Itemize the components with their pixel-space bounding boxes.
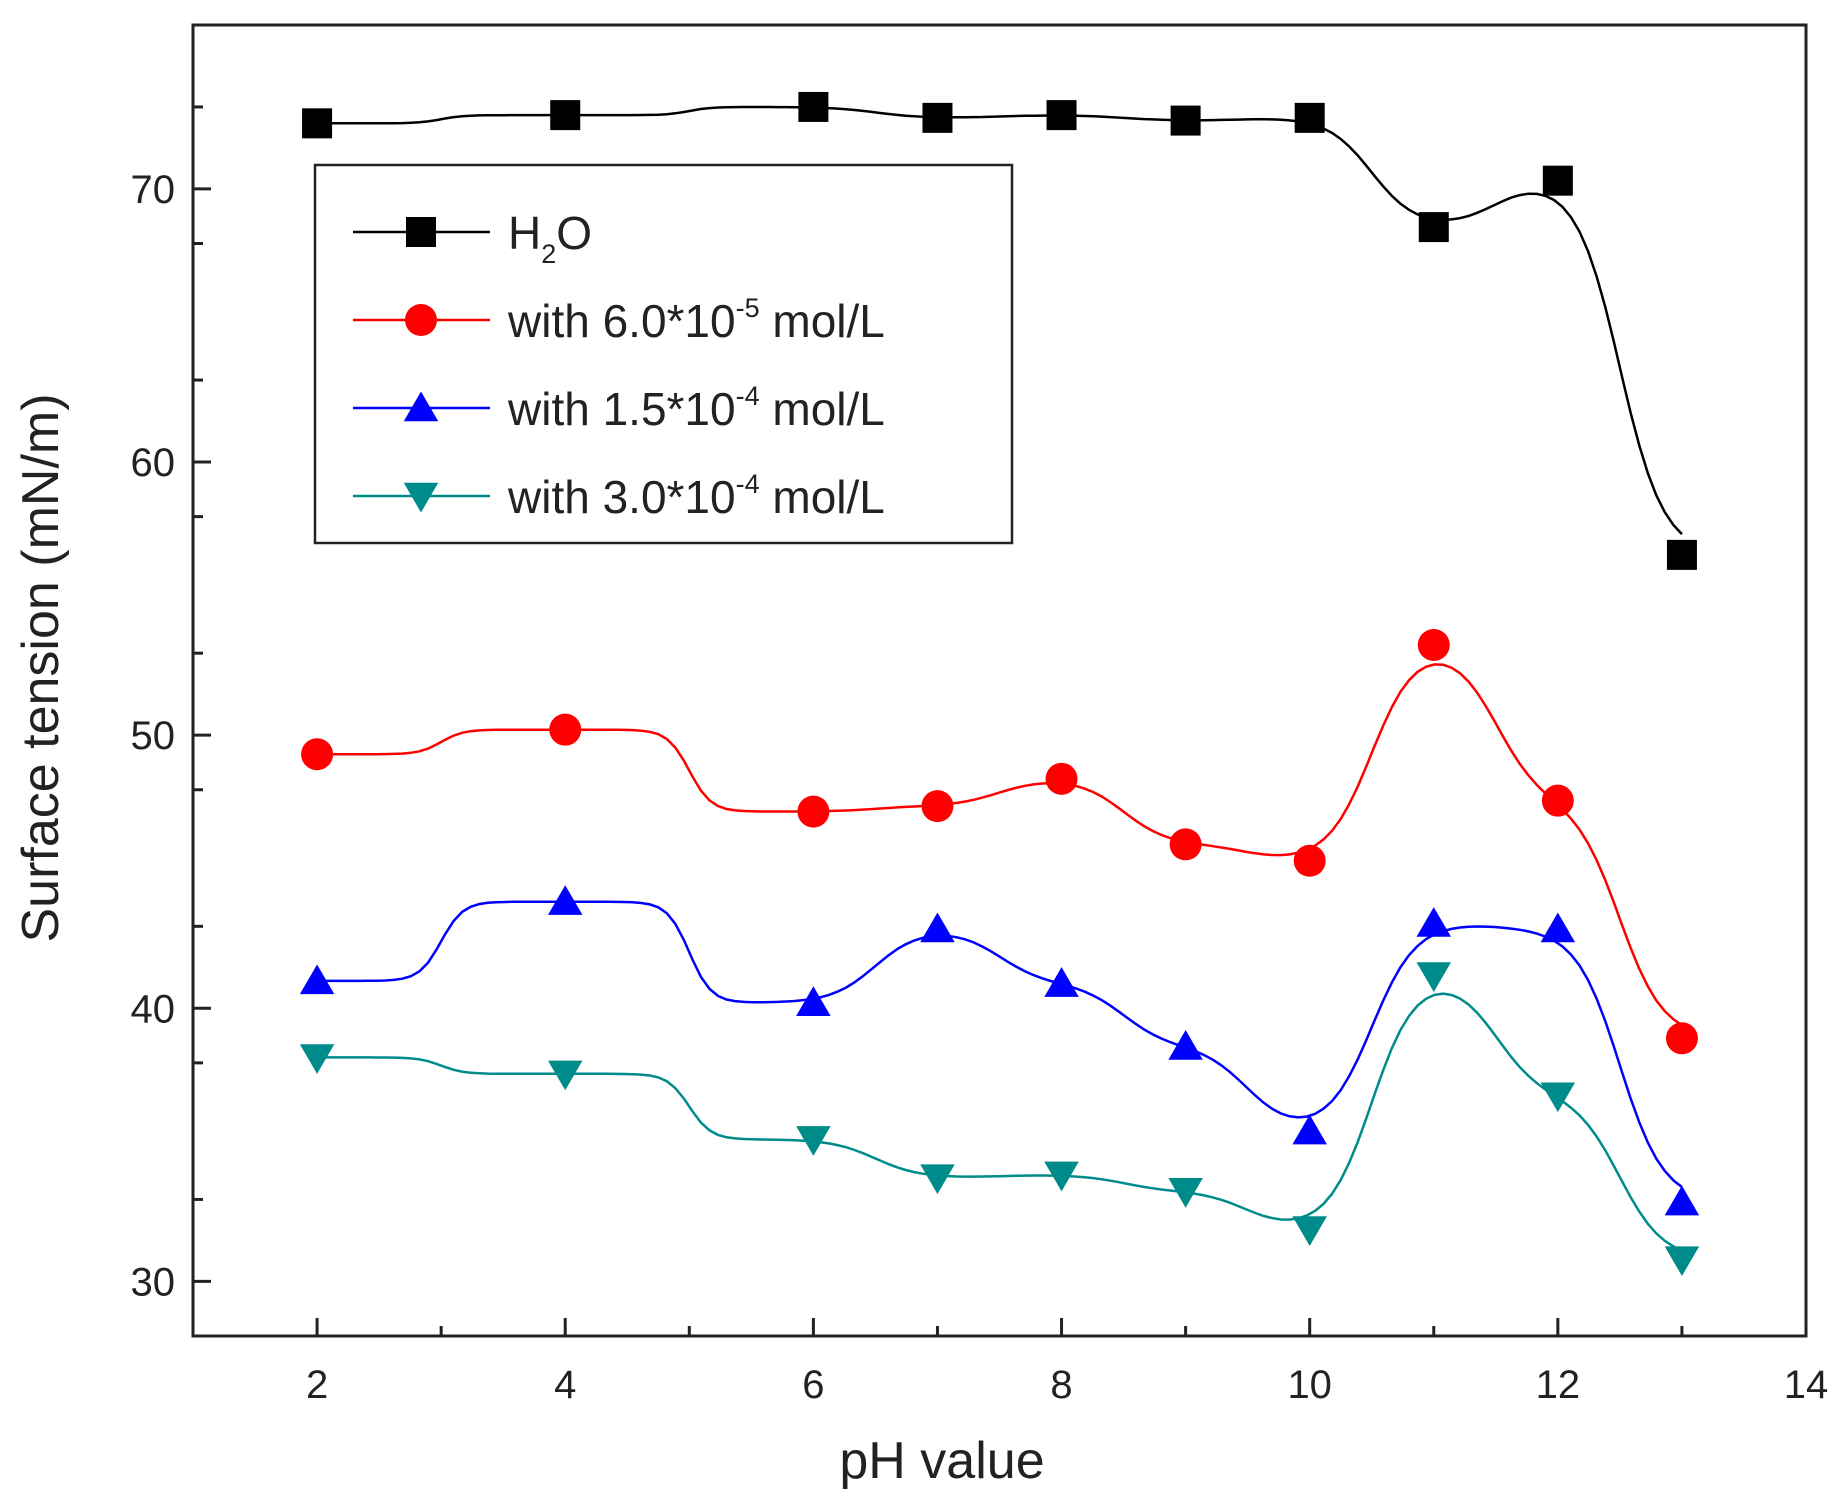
data-point-1	[1541, 784, 1574, 817]
data-point-3	[1664, 1246, 1700, 1277]
data-point-1	[1169, 828, 1202, 861]
data-point-2	[1168, 1029, 1203, 1060]
legend-marker-1	[405, 304, 437, 336]
x-tick-label: 10	[1287, 1363, 1332, 1407]
axes: 2 4 6 8 10 12 14 30 40 50 60 70	[131, 23, 1829, 1407]
plot-frame	[191, 23, 1808, 1338]
y-axis-title: Surface tension (mN/m)	[12, 393, 70, 942]
series-curve-2	[317, 900, 1683, 1188]
y-tick-label: 50	[131, 714, 176, 758]
data-point-2	[1416, 907, 1452, 937]
series-curve-3	[317, 992, 1683, 1252]
data-point-1	[1293, 844, 1326, 877]
data-point-0	[1542, 165, 1573, 196]
legend: H2O with 6.0*10-5 mol/L with 1.5*10-4 mol/…	[313, 163, 1014, 545]
data-point-2	[1292, 1114, 1327, 1145]
series-markers	[299, 91, 1700, 1277]
data-point-1	[1045, 762, 1078, 795]
data-point-0	[1046, 100, 1077, 131]
data-point-0	[922, 102, 953, 133]
x-tick-label: 8	[1050, 1363, 1072, 1407]
data-point-2	[547, 885, 583, 915]
x-tick-label: 12	[1536, 1363, 1581, 1407]
data-point-0	[798, 91, 829, 122]
legend-label-3: with 3.0*10-4 mol/L	[507, 469, 885, 523]
x-tick-label: 4	[554, 1363, 576, 1407]
data-point-1	[797, 795, 830, 828]
legend-marker-2	[403, 391, 439, 422]
data-point-1	[1665, 1022, 1698, 1055]
data-point-1	[301, 738, 334, 771]
data-point-3	[1044, 1161, 1079, 1192]
data-point-3	[796, 1126, 831, 1156]
data-point-0	[1418, 212, 1449, 243]
y-tick-label: 70	[131, 168, 176, 212]
series-curves	[317, 105, 1683, 1252]
x-tick-label: 14	[1784, 1363, 1829, 1407]
data-point-1	[921, 790, 954, 823]
data-point-2	[1664, 1185, 1700, 1216]
series-curve-0	[317, 105, 1683, 535]
legend-label-2: with 1.5*10-4 mol/L	[507, 381, 885, 435]
legend-label-1: with 6.0*10-5 mol/L	[507, 293, 885, 347]
data-point-1	[549, 713, 582, 746]
data-point-2	[796, 986, 831, 1016]
data-point-0	[302, 108, 333, 139]
y-tick-label: 60	[131, 441, 176, 485]
data-point-3	[1168, 1178, 1203, 1208]
data-point-0	[1170, 105, 1201, 136]
x-tick-label: 2	[306, 1363, 328, 1407]
data-point-3	[1540, 1082, 1576, 1113]
legend-marker-0	[406, 217, 436, 247]
data-point-3	[299, 1044, 335, 1074]
data-point-0	[550, 100, 581, 131]
x-tick-label: 6	[802, 1363, 824, 1407]
data-point-0	[1294, 102, 1325, 133]
data-point-2	[1540, 912, 1576, 943]
series-curve-1	[317, 663, 1683, 1027]
data-point-3	[920, 1164, 955, 1195]
data-point-3	[547, 1060, 583, 1091]
data-point-3	[1292, 1216, 1327, 1246]
y-tick-label: 40	[131, 987, 176, 1031]
legend-label-0: H2O	[508, 207, 592, 269]
x-axis-title: pH value	[839, 1432, 1044, 1490]
data-point-2	[1044, 967, 1079, 997]
data-point-1	[1417, 628, 1450, 661]
data-point-3	[1416, 962, 1452, 992]
legend-marker-3	[403, 482, 439, 513]
data-point-2	[920, 912, 955, 943]
data-point-0	[1666, 539, 1697, 570]
y-tick-label: 30	[131, 1260, 176, 1304]
data-point-2	[299, 964, 335, 995]
